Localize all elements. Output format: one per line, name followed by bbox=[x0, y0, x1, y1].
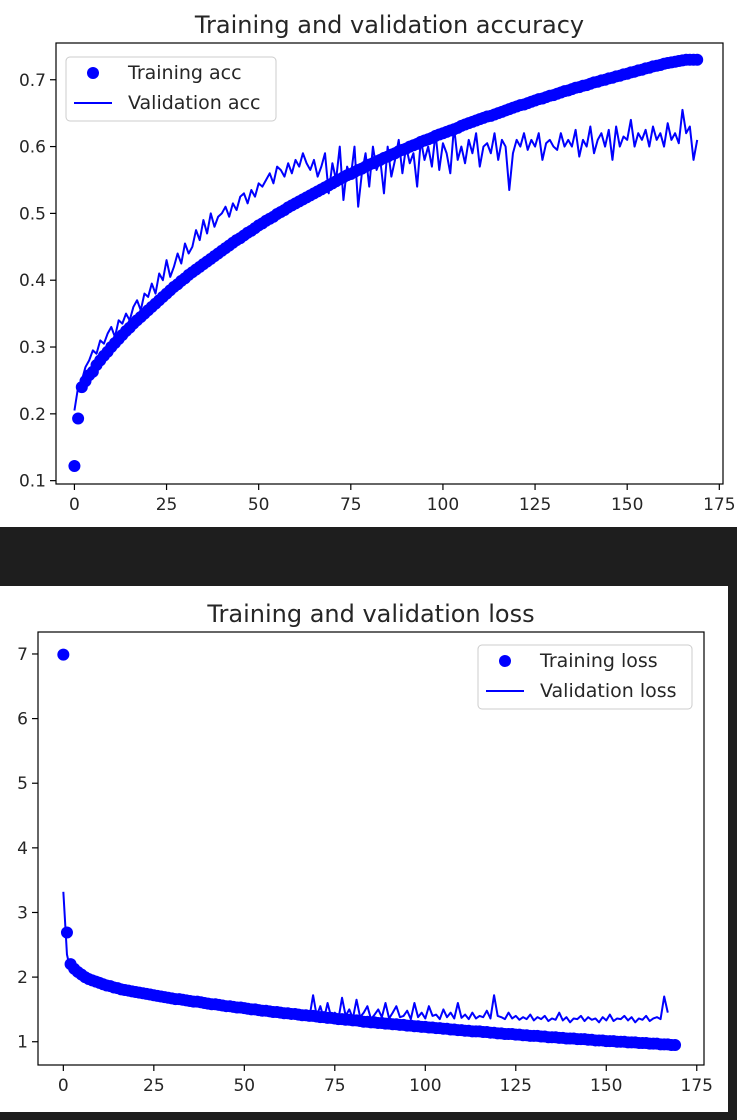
acc-x-tick-label: 25 bbox=[156, 495, 178, 515]
loss-chart-panel: Training and validation loss 0 25 50 75 100 12… bbox=[0, 586, 728, 1112]
acc-x-tick-label: 75 bbox=[340, 495, 362, 515]
acc-y-tick-label: 0.2 bbox=[19, 405, 46, 425]
acc-series-validation bbox=[73, 108, 699, 411]
acc-legend-dot-swatch bbox=[87, 67, 99, 79]
loss-y-tick-label: 5 bbox=[17, 774, 28, 794]
loss-y-tick-label: 4 bbox=[17, 839, 28, 859]
loss-y-tick-label: 6 bbox=[17, 710, 28, 730]
acc-legend-box bbox=[65, 56, 277, 122]
loss-x-tick-label: 150 bbox=[590, 1076, 622, 1096]
acc-legend: Training acc Validation acc bbox=[65, 56, 277, 122]
loss-x-tick-label: 25 bbox=[143, 1076, 165, 1096]
loss-x-tick-label: 75 bbox=[324, 1076, 346, 1096]
acc-x-tick-label: 125 bbox=[519, 495, 551, 515]
loss-y-tick-label: 7 bbox=[17, 645, 28, 665]
acc-chart-title: Training and validation accuracy bbox=[194, 11, 584, 39]
loss-training-point bbox=[57, 648, 70, 661]
loss-series-validation bbox=[62, 891, 669, 1024]
acc-legend-label: Training acc bbox=[127, 62, 242, 84]
loss-training-point bbox=[669, 1038, 682, 1051]
acc-training-point bbox=[68, 459, 81, 472]
acc-y-tick-label: 0.6 bbox=[19, 138, 46, 158]
accuracy-chart-panel: Training and validation accuracy 0 25 50 75 1… bbox=[0, 0, 737, 527]
loss-legend: Training loss Validation loss bbox=[477, 644, 693, 710]
acc-training-point bbox=[691, 53, 704, 66]
loss-legend-label: Training loss bbox=[539, 650, 658, 672]
loss-plot-frame bbox=[37, 631, 705, 1066]
acc-validation-line bbox=[73, 108, 699, 411]
acc-x-tick-label: 150 bbox=[611, 495, 643, 515]
acc-x-tick-label: 100 bbox=[427, 495, 459, 515]
loss-legend-dot-swatch bbox=[499, 655, 511, 667]
acc-plot-frame bbox=[55, 42, 724, 485]
acc-y-tick-label: 0.1 bbox=[19, 472, 46, 492]
loss-y-tick-label: 3 bbox=[17, 903, 28, 923]
acc-legend-label: Validation acc bbox=[128, 92, 260, 114]
acc-y-tick-label: 0.7 bbox=[19, 71, 46, 91]
loss-x-tick-label: 50 bbox=[233, 1076, 255, 1096]
loss-y-tick-label: 2 bbox=[17, 968, 28, 988]
acc-x-tick-label: 50 bbox=[248, 495, 270, 515]
loss-x-tick-label: 0 bbox=[58, 1076, 69, 1096]
loss-legend-box bbox=[477, 644, 693, 710]
loss-training-point bbox=[60, 926, 73, 939]
loss-chart-title: Training and validation loss bbox=[206, 600, 534, 628]
acc-y-tick-label: 0.3 bbox=[19, 338, 46, 358]
acc-training-point bbox=[72, 412, 85, 425]
loss-x-tick-label: 175 bbox=[681, 1076, 713, 1096]
acc-y-tick-label: 0.5 bbox=[19, 204, 46, 224]
acc-x-tick-label: 175 bbox=[703, 495, 735, 515]
loss-x-tick-label: 100 bbox=[409, 1076, 441, 1096]
acc-y-tick-label: 0.4 bbox=[19, 271, 46, 291]
loss-x-tick-label: 125 bbox=[500, 1076, 532, 1096]
accuracy-chart: Training and validation accuracy 0 25 50 75 1… bbox=[19, 11, 736, 515]
loss-legend-label: Validation loss bbox=[540, 680, 677, 702]
acc-x-tick-label: 0 bbox=[69, 495, 80, 515]
loss-validation-line bbox=[62, 891, 669, 1024]
loss-series-training bbox=[57, 648, 682, 1051]
loss-y-tick-label: 1 bbox=[17, 1033, 28, 1053]
